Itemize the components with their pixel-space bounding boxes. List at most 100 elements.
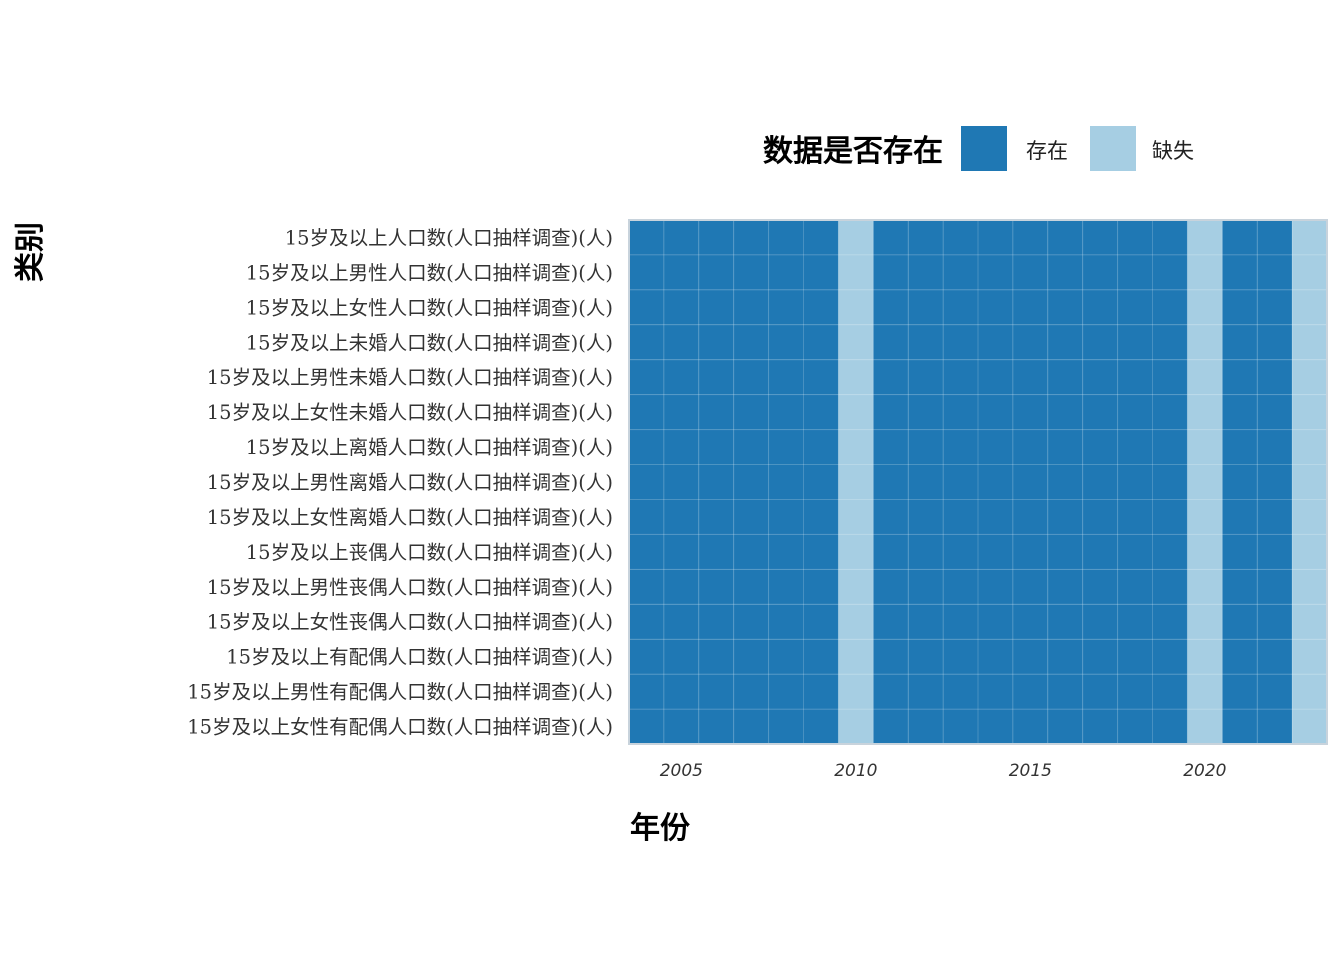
heatmap-cell — [838, 359, 874, 395]
legend-label-present: 存在 — [1026, 139, 1068, 163]
heatmap-cell — [978, 604, 1013, 640]
heatmap-cell — [1292, 499, 1327, 535]
heatmap-cell — [1187, 254, 1223, 290]
heatmap-cell — [943, 254, 978, 290]
heatmap-cell — [1012, 674, 1048, 710]
heatmap-cell — [873, 394, 909, 430]
y-tick-label: 15岁及以上未婚人口数(人口抽样调查)(人) — [246, 331, 613, 354]
heatmap-cell — [803, 604, 839, 640]
heatmap-cell — [943, 639, 978, 675]
heatmap-cell — [838, 324, 874, 360]
heatmap-cell — [943, 464, 978, 500]
heatmap-cell — [1257, 220, 1293, 255]
heatmap-cell — [978, 220, 1013, 255]
heatmap-cell — [698, 604, 734, 640]
heatmap-cell — [663, 359, 699, 395]
heatmap-cell — [1292, 324, 1327, 360]
heatmap-cell — [1292, 220, 1327, 255]
heatmap-cell — [768, 674, 804, 710]
heatmap-cell — [1257, 289, 1293, 325]
heatmap-cell — [943, 220, 978, 255]
heatmap-cell — [1152, 674, 1188, 710]
heatmap-cell — [908, 429, 944, 465]
heatmap-cell — [1082, 464, 1118, 500]
heatmap-cell — [1187, 499, 1223, 535]
heatmap-cell — [1012, 639, 1048, 675]
heatmap-cell — [1257, 464, 1293, 500]
heatmap-cell — [873, 429, 909, 465]
heatmap-cell — [1187, 534, 1223, 570]
heatmap-cell — [1082, 569, 1118, 605]
heatmap-cell — [1222, 569, 1258, 605]
heatmap-cell — [1152, 604, 1188, 640]
heatmap-cell — [838, 499, 874, 535]
heatmap-cell — [803, 569, 839, 605]
heatmap-cell — [1187, 464, 1223, 500]
heatmap-cell — [663, 289, 699, 325]
heatmap-cell — [733, 289, 769, 325]
heatmap-cell — [1117, 394, 1153, 430]
heatmap-cell — [943, 359, 978, 395]
heatmap-cell — [803, 324, 839, 360]
y-tick-label: 15岁及以上女性有配偶人口数(人口抽样调查)(人) — [187, 716, 613, 739]
heatmap-cell — [1152, 499, 1188, 535]
heatmap-cell — [803, 639, 839, 675]
heatmap-cell — [663, 709, 699, 744]
heatmap-cell — [1222, 709, 1258, 744]
heatmap-cell — [663, 464, 699, 500]
heatmap-cell — [1257, 394, 1293, 430]
heatmap-cell — [873, 220, 909, 255]
heatmap-cell — [629, 289, 664, 325]
y-tick-label: 15岁及以上男性有配偶人口数(人口抽样调查)(人) — [187, 681, 613, 704]
heatmap-cell — [803, 674, 839, 710]
heatmap-cell — [978, 359, 1013, 395]
heatmap-cell — [1222, 394, 1258, 430]
heatmap-cell — [908, 569, 944, 605]
heatmap-cell — [838, 709, 874, 744]
heatmap-cell — [1012, 254, 1048, 290]
heatmap-cell — [1257, 429, 1293, 465]
heatmap-cell — [908, 220, 944, 255]
heatmap-cell — [803, 464, 839, 500]
heatmap-cell — [803, 429, 839, 465]
x-axis-title: 年份 — [630, 811, 690, 846]
heatmap-cell — [1222, 464, 1258, 500]
heatmap-cell — [803, 289, 839, 325]
heatmap-cell — [698, 569, 734, 605]
heatmap-cell — [629, 639, 664, 675]
heatmap-cell — [1117, 289, 1153, 325]
plot-border — [628, 219, 1328, 745]
heatmap-cell — [1257, 674, 1293, 710]
heatmap-cell — [1082, 220, 1118, 255]
heatmap-cell — [663, 639, 699, 675]
heatmap-cell — [663, 569, 699, 605]
heatmap-cell — [768, 394, 804, 430]
heatmap-cell — [978, 499, 1013, 535]
heatmap-cell — [873, 289, 909, 325]
heatmap-cell — [733, 359, 769, 395]
heatmap-cell — [978, 534, 1013, 570]
heatmap-cell — [978, 429, 1013, 465]
heatmap-cell — [908, 289, 944, 325]
heatmap-cell — [733, 324, 769, 360]
heatmap-cell — [1222, 324, 1258, 360]
heatmap-cell — [1082, 429, 1118, 465]
heatmap-cell — [908, 639, 944, 675]
heatmap-cell — [1012, 429, 1048, 465]
heatmap-cell — [629, 220, 664, 255]
heatmap-cell — [1012, 464, 1048, 500]
heatmap-cell — [873, 534, 909, 570]
heatmap-cell — [663, 604, 699, 640]
heatmap-cell — [1222, 220, 1258, 255]
heatmap-cell — [1117, 709, 1153, 744]
heatmap-cell — [1292, 394, 1327, 430]
heatmap-cell — [768, 639, 804, 675]
heatmap-cell — [838, 220, 874, 255]
heatmap-cell — [698, 429, 734, 465]
heatmap-cell — [629, 534, 664, 570]
heatmap-cell — [1082, 674, 1118, 710]
heatmap-cell — [1222, 604, 1258, 640]
heatmap-cell — [978, 394, 1013, 430]
heatmap-cell — [943, 534, 978, 570]
heatmap-cell — [1012, 289, 1048, 325]
